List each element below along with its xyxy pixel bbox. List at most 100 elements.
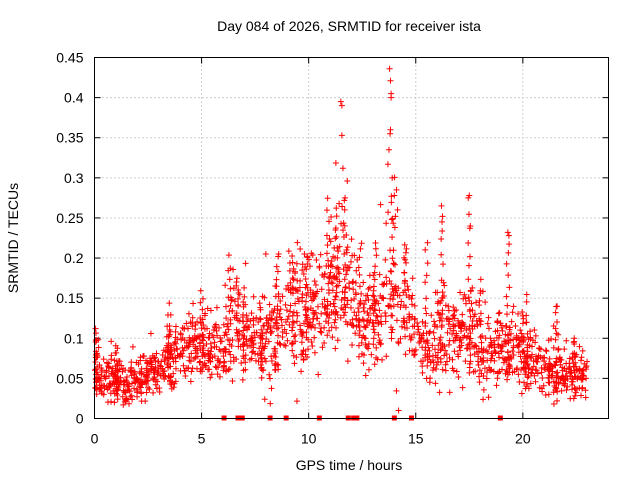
data-point <box>311 278 318 285</box>
data-point <box>519 320 526 327</box>
data-point <box>294 295 301 302</box>
data-point <box>352 330 359 337</box>
data-point <box>334 282 341 289</box>
data-point <box>438 277 445 284</box>
data-point <box>521 365 528 372</box>
data-point <box>145 377 152 384</box>
data-point <box>389 174 396 181</box>
data-point <box>225 366 232 373</box>
data-point <box>220 321 227 328</box>
data-point <box>546 355 553 362</box>
data-point <box>151 367 158 374</box>
data-point <box>506 284 513 291</box>
data-point <box>126 400 133 407</box>
data-point <box>325 257 332 264</box>
data-point <box>437 355 444 362</box>
data-point <box>289 324 296 331</box>
data-point <box>303 292 310 299</box>
data-point <box>479 349 486 356</box>
data-point <box>332 227 339 234</box>
data-point <box>333 205 340 212</box>
data-point <box>230 266 237 273</box>
data-point <box>183 365 190 372</box>
data-point <box>390 247 397 254</box>
data-point <box>323 250 330 257</box>
data-point <box>113 358 120 365</box>
y-tick-label: 0.25 <box>56 210 83 226</box>
data-point <box>467 335 474 342</box>
data-point <box>370 287 377 294</box>
data-point <box>159 370 166 377</box>
data-point <box>104 363 111 370</box>
y-tick-label: 0.35 <box>56 130 83 146</box>
data-point <box>503 293 510 300</box>
data-point <box>431 346 438 353</box>
data-point <box>341 222 348 229</box>
data-point <box>438 251 445 258</box>
data-point <box>283 330 290 337</box>
data-point <box>313 257 320 264</box>
data-point <box>554 318 561 325</box>
data-point <box>342 304 349 311</box>
data-point <box>541 364 548 371</box>
data-point <box>108 338 115 345</box>
data-point <box>289 284 296 291</box>
data-point <box>332 254 339 261</box>
data-point <box>469 284 476 291</box>
data-point <box>545 391 552 398</box>
data-point <box>454 351 461 358</box>
data-point <box>476 367 483 374</box>
data-point <box>528 369 535 376</box>
data-point <box>318 286 325 293</box>
data-point <box>240 355 247 362</box>
data-point <box>453 306 460 313</box>
data-point <box>289 252 296 259</box>
data-point <box>229 377 236 384</box>
data-point <box>322 309 329 316</box>
data-point <box>542 347 549 354</box>
data-point <box>550 389 557 396</box>
data-point <box>356 317 363 324</box>
data-point <box>512 322 519 329</box>
data-point <box>190 341 197 348</box>
data-point <box>480 396 487 403</box>
data-point <box>94 363 101 370</box>
data-point <box>228 297 235 304</box>
data-point <box>549 372 556 379</box>
data-point <box>333 233 340 240</box>
data-point <box>552 336 559 343</box>
data-point <box>311 334 318 341</box>
data-point <box>278 322 285 329</box>
data-point <box>263 314 270 321</box>
data-point <box>198 325 205 332</box>
data-point <box>338 132 345 139</box>
data-point <box>509 348 516 355</box>
data-point <box>484 349 491 356</box>
data-point <box>365 345 372 352</box>
data-point <box>282 301 289 308</box>
data-point <box>341 288 348 295</box>
data-point <box>313 290 320 297</box>
data-point <box>262 251 269 258</box>
data-point <box>226 341 233 348</box>
data-point <box>200 322 207 329</box>
data-point <box>505 363 512 370</box>
data-point <box>422 352 429 359</box>
data-point <box>364 292 371 299</box>
data-point <box>534 358 541 365</box>
data-point <box>152 381 159 388</box>
data-point <box>433 361 440 368</box>
data-point <box>284 337 291 344</box>
data-point <box>247 317 254 324</box>
data-point <box>445 303 452 310</box>
data-point <box>477 276 484 283</box>
data-point <box>532 332 539 339</box>
data-point <box>353 312 360 319</box>
data-point <box>186 334 193 341</box>
data-point <box>554 388 561 395</box>
data-point <box>235 295 242 302</box>
data-point <box>530 358 537 365</box>
data-point <box>307 287 314 294</box>
data-point <box>359 350 366 357</box>
data-point <box>199 295 206 302</box>
